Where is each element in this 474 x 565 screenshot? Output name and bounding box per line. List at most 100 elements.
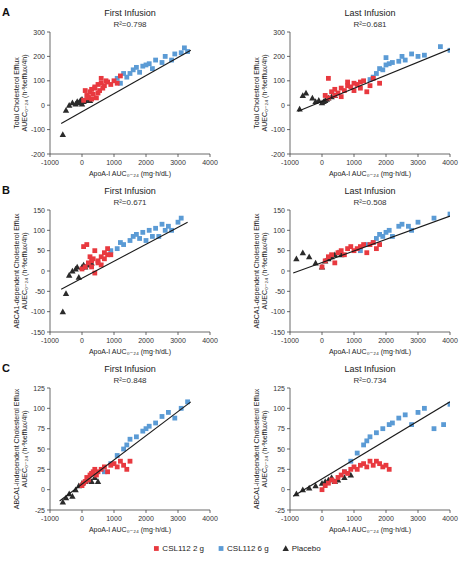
panel: First InfusionR²=0.798-10000100020003000… xyxy=(2,6,218,178)
point xyxy=(384,55,389,60)
x-tick-label: -1000 xyxy=(41,337,59,344)
point xyxy=(326,76,331,81)
series xyxy=(296,90,338,112)
x-tick-label: -1000 xyxy=(281,515,299,522)
x-tick-label: 4000 xyxy=(202,337,218,344)
y-axis-label-line: AUEC₀₋₂₄ (h·%efflux/4h) xyxy=(261,410,269,487)
x-tick-label: 1000 xyxy=(106,515,122,522)
subtitle: R²=0.671 xyxy=(113,198,147,207)
y-tick-label: 50 xyxy=(277,247,285,254)
x-axis xyxy=(50,332,210,333)
point xyxy=(150,234,155,239)
y-tick xyxy=(287,388,290,389)
series xyxy=(60,474,102,504)
y-tick-label: 75 xyxy=(37,425,45,432)
y-tick xyxy=(287,449,290,450)
point xyxy=(300,250,306,256)
y-tick-label: -25 xyxy=(275,507,285,514)
point xyxy=(153,421,158,426)
point xyxy=(441,422,446,427)
point xyxy=(144,238,149,243)
point xyxy=(147,61,152,66)
x-axis-label: ApoA-I AUC₀₋₂₄ (mg·h/dL) xyxy=(329,170,411,178)
point xyxy=(387,228,392,233)
title: Last Infusion xyxy=(344,8,395,18)
x-tick-label: -1000 xyxy=(281,337,299,344)
point xyxy=(306,254,312,260)
x-tick xyxy=(322,332,323,335)
x-axis-label: ApoA-I AUC₀₋₂₄ (mg·h/dL) xyxy=(329,348,411,356)
y-tick-label: 0 xyxy=(41,486,45,493)
point xyxy=(438,44,443,49)
y-tick xyxy=(47,250,50,251)
series xyxy=(60,95,94,137)
point xyxy=(374,71,379,76)
x-tick-label: 1000 xyxy=(106,337,122,344)
y-tick xyxy=(287,291,290,292)
point xyxy=(95,478,101,484)
point xyxy=(432,426,437,431)
point xyxy=(409,52,414,57)
x-tick xyxy=(386,154,387,157)
y-tick xyxy=(47,271,50,272)
x-tick xyxy=(210,154,211,157)
y-axis-label-line: AUEC₀₋₂₄ (h·%efflux/4h) xyxy=(21,232,29,309)
point xyxy=(179,216,184,221)
legend-marker xyxy=(154,546,159,551)
y-axis-label-line: Total Cholesterol Efflux xyxy=(253,57,260,129)
x-tick xyxy=(386,510,387,513)
title: First Infusion xyxy=(104,364,156,374)
series xyxy=(323,76,382,100)
point xyxy=(364,89,369,94)
point xyxy=(128,459,133,464)
x-tick-label: 2000 xyxy=(378,159,394,166)
subtitle: R²=0.734 xyxy=(353,376,387,385)
y-tick xyxy=(47,388,50,389)
y-tick-label: -200 xyxy=(31,151,45,158)
y-tick xyxy=(287,32,290,33)
point xyxy=(108,252,113,257)
legend-marker xyxy=(219,546,224,551)
y-tick-label: -100 xyxy=(271,126,285,133)
y-tick-label: 100 xyxy=(273,227,285,234)
legend-label: Placebo xyxy=(292,544,321,553)
point xyxy=(128,437,133,442)
x-tick xyxy=(450,332,451,335)
series xyxy=(108,216,183,253)
point xyxy=(416,410,421,415)
y-tick xyxy=(47,510,50,511)
point xyxy=(89,265,94,270)
y-axis-label: ABCA1-dependent Cholesterol EffluxAUEC₀₋… xyxy=(253,213,270,329)
y-tick-label: -200 xyxy=(271,151,285,158)
y-axis-label-line: AUEC₀₋₂₄ (h·%efflux/4h) xyxy=(261,54,269,131)
y-tick-label: 0 xyxy=(281,486,285,493)
point xyxy=(329,252,334,257)
point xyxy=(172,52,177,57)
x-tick-label: 0 xyxy=(320,515,324,522)
y-tick xyxy=(287,489,290,490)
x-tick-label: 4000 xyxy=(442,159,458,166)
x-tick xyxy=(450,510,451,513)
point xyxy=(332,260,337,265)
y-axis-label-line: ABCA1-dependent Cholesterol Efflux xyxy=(13,213,21,329)
y-axis-label-line: Total Cholesterol Efflux xyxy=(13,57,20,129)
point xyxy=(172,416,177,421)
y-tick-label: 125 xyxy=(33,385,45,392)
y-axis-label-line: ABCA1-independent Cholesterol Efflux xyxy=(13,388,21,509)
point xyxy=(105,469,110,474)
point xyxy=(361,78,366,83)
point xyxy=(153,226,158,231)
y-tick xyxy=(287,105,290,106)
y-tick-label: 0 xyxy=(281,268,285,275)
x-tick-label: 4000 xyxy=(202,159,218,166)
y-tick-label: 100 xyxy=(33,77,45,84)
y-tick xyxy=(47,210,50,211)
x-tick-label: 2000 xyxy=(378,515,394,522)
point xyxy=(153,58,158,63)
plot-area xyxy=(293,402,450,496)
point xyxy=(320,265,325,270)
point xyxy=(163,54,168,59)
y-axis-label-line: AUEC₀₋₂₄ (h·%efflux/4h) xyxy=(21,54,29,131)
y-tick-label: 100 xyxy=(33,405,45,412)
x-tick xyxy=(50,510,51,513)
